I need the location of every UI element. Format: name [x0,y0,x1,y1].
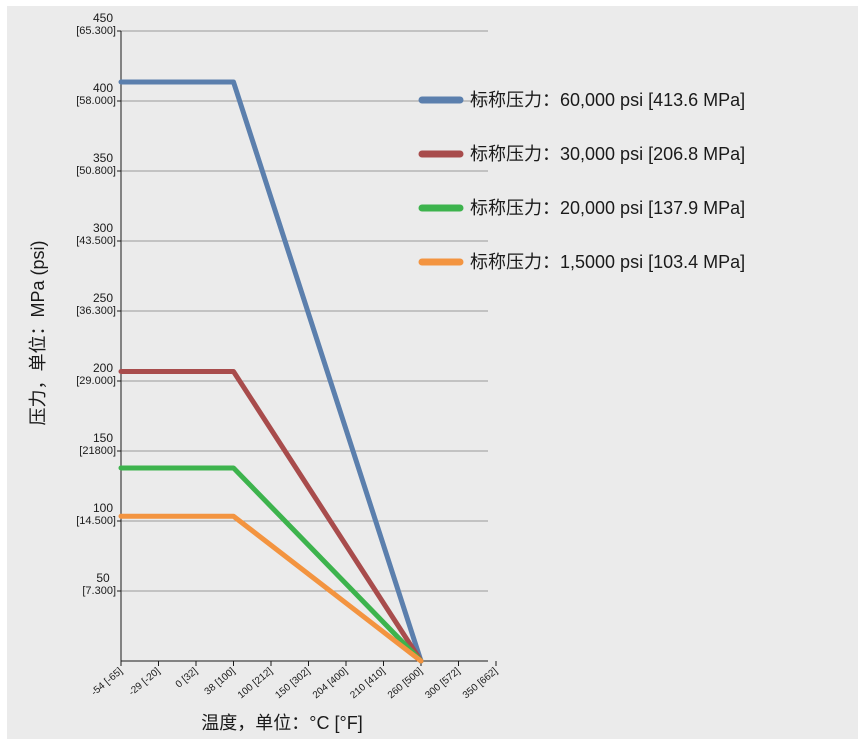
series-line-3 [118,465,424,664]
y-tick-sublabel: [29.000] [76,375,116,387]
y-tick-label: 100 [93,501,113,515]
series-line-1 [118,79,424,664]
legend: 标称压力：60,000 psi [413.6 MPa] 标称压力：30,000 p… [418,90,745,272]
legend-label: 标称压力：60,000 psi [413.6 MPa] [470,90,745,110]
y-tick-sublabel: [7.300] [82,585,116,597]
x-tick-labels: -54 [-65] -29 [-20] 0 [32] 38 [100]100 [212… [89,666,500,701]
x-tick-label: 150 [302] [273,666,312,701]
y-axis-title: 压力，单位：MPa (psi) [28,240,48,425]
y-tick-sublabel: [50.800] [76,165,116,177]
x-tick-label: 204 [400] [311,666,350,701]
y-tick-sublabel: [65.300] [76,25,116,37]
series-lines [118,79,424,664]
x-tick-label: -29 [-20] [127,666,163,699]
y-tick-sublabel: [36.300] [76,305,116,317]
legend-label: 标称压力：30,000 psi [206.8 MPa] [470,144,745,164]
x-tick-label: 210 [410] [348,666,387,701]
y-tick-label: 400 [93,81,113,95]
axes [117,30,497,666]
grid-lines [121,30,488,592]
x-tick-label: -54 [-65] [89,666,125,699]
y-tick-sublabel: [14.500] [76,515,116,527]
y-tick-sublabel: [21800] [79,445,116,457]
x-tick-label: 0 [32] [174,666,200,691]
y-tick-labels: 50[7.300] 100[14.500] 150[21800] 200[29.000… [76,11,116,597]
legend-label: 标称压力：20,000 psi [137.9 MPa] [470,198,745,218]
y-tick-sublabel: [43.500] [76,235,116,247]
x-axis-title: 温度，单位：°C [°F] [201,713,362,733]
y-tick-label: 150 [93,431,113,445]
series-line-4 [118,513,424,664]
y-tick-label: 250 [93,291,113,305]
x-tick-label: 260 [500] [386,666,425,701]
x-tick-label: 38 [100] [203,666,238,698]
series-line-2 [118,368,424,664]
y-tick-label: 450 [93,11,113,25]
y-tick-sublabel: [58.000] [76,95,116,107]
x-tick-label: 100 [212] [236,666,275,701]
y-tick-label: 300 [93,221,113,235]
x-tick-label: 300 [572] [423,666,462,701]
x-tick-label: 350 [662] [461,666,500,701]
y-tick-label: 350 [93,151,113,165]
y-tick-label: 50 [96,571,110,585]
y-tick-label: 200 [93,361,113,375]
legend-label: 标称压力：1,5000 psi [103.4 MPa] [470,252,745,272]
